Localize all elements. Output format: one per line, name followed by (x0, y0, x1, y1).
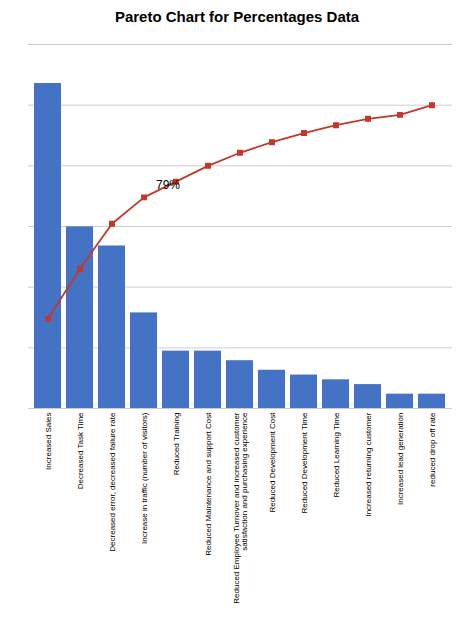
svg-text:Increased lead generation: Increased lead generation (396, 413, 405, 506)
svg-text:Reduced Maintenance and suppor: Reduced Maintenance and support Cost (204, 412, 213, 556)
svg-text:Increased returning customer: Increased returning customer (364, 412, 373, 516)
svg-text:Reduced Learning Time: Reduced Learning Time (332, 412, 341, 497)
svg-text:Decreased error, decreased fai: Decreased error, decreased failure rate (108, 412, 117, 552)
svg-text:reduced drop off rate: reduced drop off rate (428, 412, 437, 487)
svg-text:Decreased Task Time: Decreased Task Time (76, 412, 85, 489)
svg-text:Reduced Training: Reduced Training (172, 413, 181, 476)
html-text:Pareto Chart for Percentages D: Pareto Chart for Percentages Data (114, 8, 360, 25)
svg-text:79%: 79% (156, 178, 180, 192)
svg-text:Reduced Development Cost: Reduced Development Cost (268, 412, 277, 513)
svg-text:Increased Sales: Increased Sales (44, 413, 53, 470)
svg-text:Increase in traffic (number of: Increase in traffic (number of visitors) (140, 412, 149, 544)
svg-text:Reduced Employee Turnover and: Reduced Employee Turnover and increased … (232, 412, 249, 604)
svg-text:Reduced Development Time: Reduced Development Time (300, 412, 309, 513)
